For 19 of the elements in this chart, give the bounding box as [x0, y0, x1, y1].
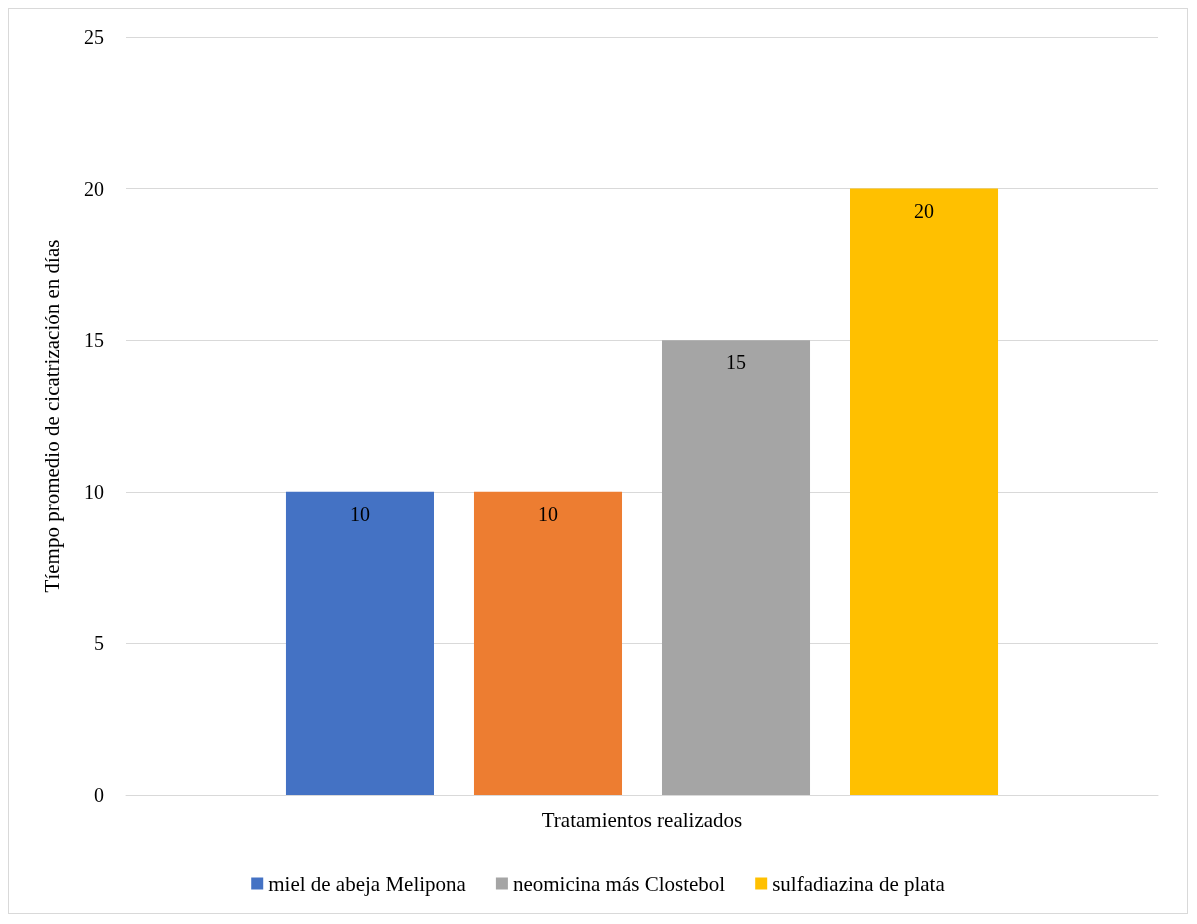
y-tick-label: 10 [84, 480, 104, 503]
y-tick-label: 25 [84, 26, 104, 48]
legend-label: sulfadiazina de plata [772, 871, 946, 896]
bar [661, 340, 811, 795]
y-tick-label: 20 [84, 177, 104, 200]
legend-label: neomicina más Clostebol [512, 871, 726, 896]
bar [850, 188, 999, 795]
bar [285, 491, 434, 795]
y-axis-title: Tíempo promedio de cicatrización en días [39, 239, 64, 593]
y-tick-label: 15 [84, 329, 104, 352]
data-label: 10 [349, 502, 370, 525]
data-label: 20 [914, 199, 935, 222]
x-tick-label: Tratamientos realizados [541, 807, 743, 832]
data-label: 10 [537, 502, 558, 525]
legend-label: miel de abeja Melipona [268, 871, 467, 896]
data-label: 15 [726, 351, 747, 374]
y-tick-label: 0 [94, 784, 104, 806]
bar [473, 491, 623, 795]
y-tick-label: 5 [94, 632, 104, 655]
